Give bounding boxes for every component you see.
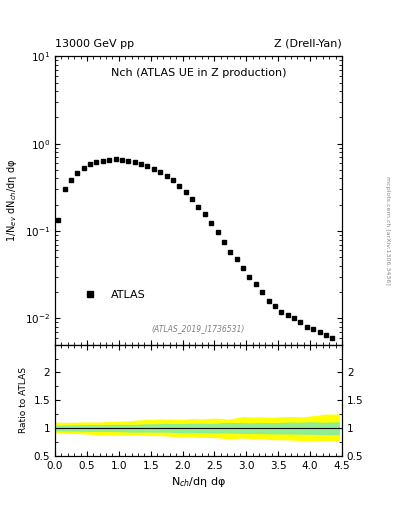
Y-axis label: 1/N$_{ev}$ dN$_{ch}$/dη dφ: 1/N$_{ev}$ dN$_{ch}$/dη dφ xyxy=(5,159,19,242)
Text: Nch (ATLAS UE in Z production): Nch (ATLAS UE in Z production) xyxy=(111,68,286,78)
Y-axis label: Ratio to ATLAS: Ratio to ATLAS xyxy=(19,367,28,433)
Text: Z (Drell-Yan): Z (Drell-Yan) xyxy=(274,38,342,49)
Text: mcplots.cern.ch [arXiv:1306.3436]: mcplots.cern.ch [arXiv:1306.3436] xyxy=(385,176,389,285)
X-axis label: N$_{ch}$/dη dφ: N$_{ch}$/dη dφ xyxy=(171,475,226,489)
Text: 13000 GeV pp: 13000 GeV pp xyxy=(55,38,134,49)
Text: (ATLAS_2019_I1736531): (ATLAS_2019_I1736531) xyxy=(152,324,245,333)
Legend: ATLAS: ATLAS xyxy=(75,286,150,305)
